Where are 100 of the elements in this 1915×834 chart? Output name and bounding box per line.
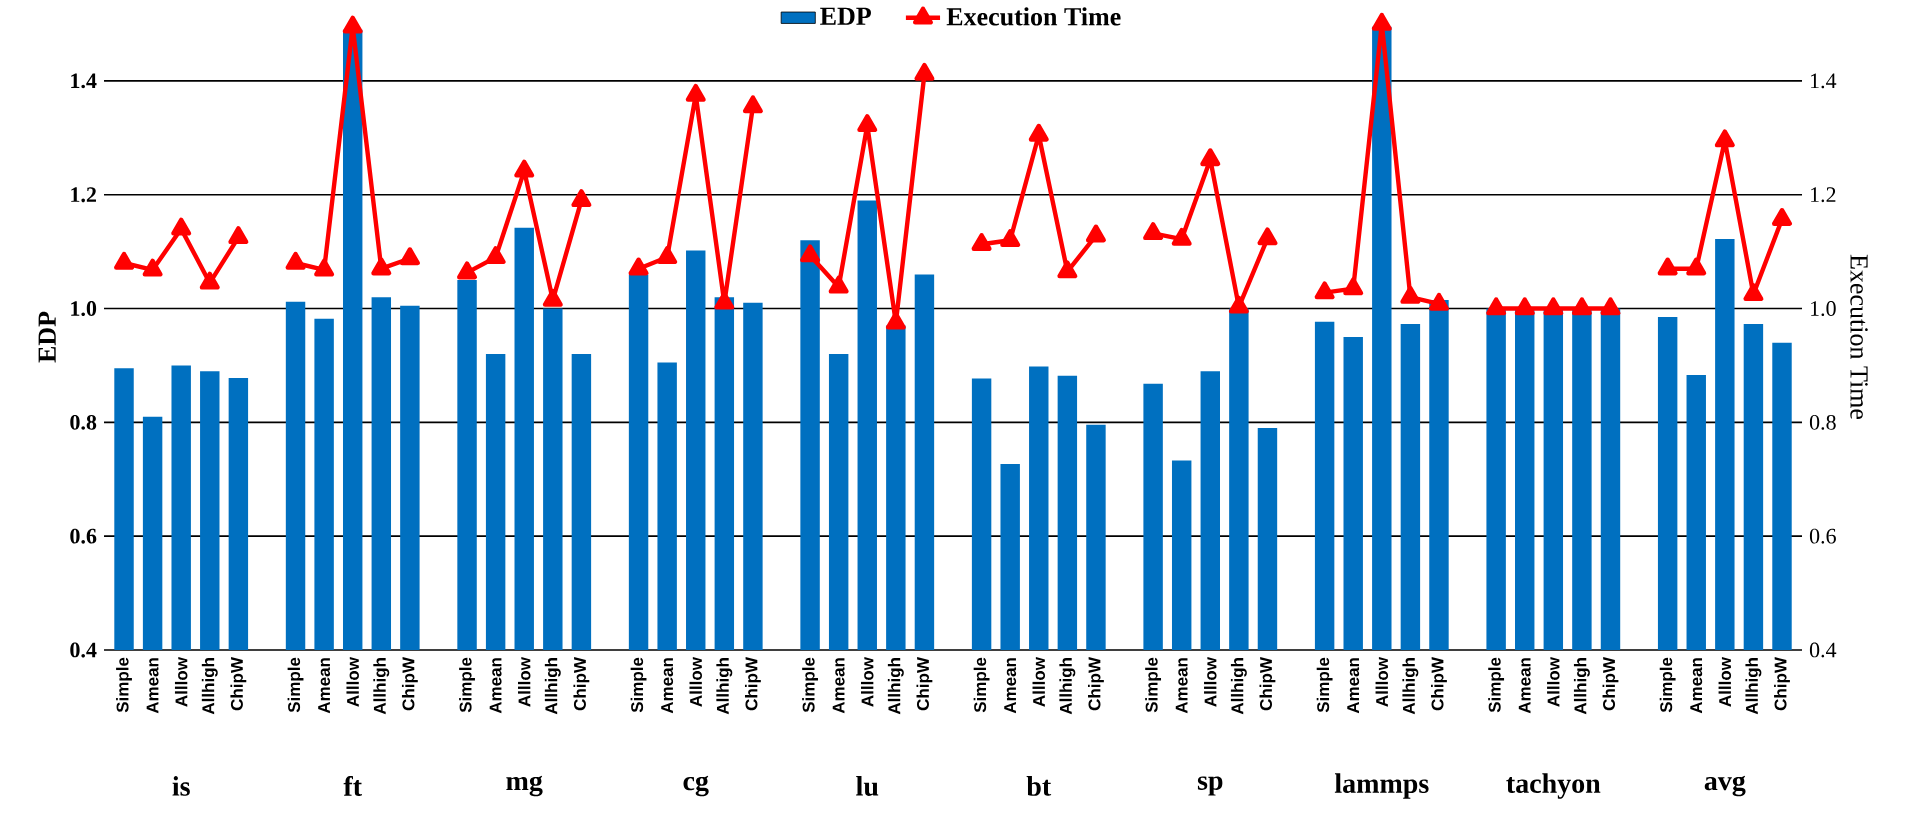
text: avg: [1704, 775, 1746, 797]
x-tick-label: Amean: [1004, 658, 1017, 714]
point: [857, 114, 878, 132]
point: [1686, 257, 1707, 276]
x-tick-label: Allhigh: [1573, 658, 1590, 715]
point: [542, 288, 563, 307]
x-tick-label: Simple: [116, 657, 132, 713]
x-tick-label: Alllow: [346, 657, 359, 707]
x-tick-label: Simple: [287, 657, 304, 713]
x-tick-label: ChipW: [1602, 657, 1619, 711]
point: [1000, 229, 1021, 247]
point: [1085, 224, 1106, 243]
x-tick-label: Allhigh: [1059, 658, 1076, 715]
point: [571, 189, 592, 208]
point: [657, 246, 678, 265]
x-tick-label: Alllow: [1032, 657, 1045, 707]
point: [1714, 129, 1735, 148]
x-tick-label: Alllow: [689, 657, 702, 707]
point: [228, 226, 249, 245]
point: [1257, 227, 1278, 246]
point: [1143, 222, 1164, 241]
x-tick-label: Amean: [1690, 658, 1703, 714]
y2-tick-label: 0.8: [1809, 414, 1836, 430]
x-tick-label: Simple: [459, 657, 475, 713]
x-tick-label: Simple: [630, 657, 647, 713]
x-tick-label: Allhigh: [1745, 658, 1762, 715]
point: [685, 83, 706, 102]
point: [314, 258, 335, 277]
x-tick-label: Alllow: [1718, 657, 1732, 707]
x-tick-label: Simple: [1488, 657, 1505, 713]
x-tick-label: Alllow: [1375, 657, 1389, 707]
x-tick-label: ChipW: [573, 657, 590, 711]
x-tick-label: ChipW: [1774, 657, 1790, 711]
text: is: [172, 776, 190, 796]
x-tick-label: ChipW: [1431, 657, 1447, 711]
y-tick-label: 1.2: [71, 187, 96, 203]
point: [1057, 260, 1078, 279]
point: [1371, 12, 1392, 31]
x-tick-label: ChipW: [744, 657, 761, 711]
x-tick-label: Simple: [1145, 657, 1162, 713]
x-tick-label: ChipW: [1088, 657, 1104, 711]
point: [1600, 297, 1621, 316]
point: [1314, 281, 1335, 300]
y-tick-label: 1.4: [71, 73, 97, 89]
x-tick-label: Amean: [661, 658, 674, 714]
y2-tick-label: 0.4: [1809, 642, 1837, 658]
x-tick-label: Simple: [1316, 657, 1333, 713]
x-tick-label: Amean: [146, 658, 159, 714]
point: [199, 271, 220, 290]
point: [1400, 285, 1421, 304]
x-tick-label: Amean: [489, 658, 502, 714]
point: [1514, 297, 1535, 316]
x-tick-label: Simple: [973, 657, 990, 713]
text: lu: [856, 776, 879, 796]
x-tick-label: Alllow: [1204, 657, 1217, 707]
x-tick-label: Simple: [1659, 657, 1676, 713]
point: [399, 247, 420, 266]
point: [1028, 123, 1049, 142]
point: [885, 311, 906, 330]
text: sp: [1197, 776, 1223, 796]
text: bt: [1026, 776, 1052, 796]
y-tick-label: 0.8: [70, 414, 97, 430]
x-tick-label: Allhigh: [1230, 658, 1247, 715]
legend-label: EDP: [820, 7, 871, 25]
x-tick-label: ChipW: [230, 657, 247, 711]
point: [485, 246, 506, 265]
x-tick-label: Alllow: [1547, 657, 1560, 707]
point: [342, 15, 363, 34]
point: [1171, 227, 1192, 246]
x-tick-label: Allhigh: [1402, 658, 1419, 715]
x-tick-label: Allhigh: [544, 658, 561, 715]
text: ft: [343, 775, 362, 796]
point: [1743, 283, 1764, 302]
point: [1228, 295, 1249, 314]
point: [742, 95, 763, 114]
x-tick-label: ChipW: [401, 657, 418, 711]
point: [1657, 257, 1678, 276]
x-tick-label: Amean: [832, 658, 845, 714]
y2-tick-label: 1.0: [1811, 301, 1836, 317]
x-tick-label: Alllow: [861, 657, 874, 707]
point: [285, 251, 306, 270]
point: [514, 159, 535, 178]
point: [1343, 277, 1364, 296]
text: lammps: [1334, 773, 1429, 799]
x-tick-label: ChipW: [916, 657, 933, 711]
point: [142, 258, 163, 277]
point: [1428, 292, 1449, 311]
point: [800, 244, 821, 263]
point: [114, 251, 135, 270]
point: [828, 275, 849, 294]
text: tachyon: [1506, 773, 1601, 799]
point: [1200, 148, 1221, 167]
y-tick-label: 0.6: [70, 528, 97, 544]
point: [971, 233, 992, 251]
point: [1543, 297, 1564, 316]
point: [371, 257, 392, 276]
x-tick-label: Amean: [1175, 658, 1188, 714]
point: [914, 62, 935, 81]
point: [714, 291, 735, 310]
point: [1571, 297, 1592, 316]
